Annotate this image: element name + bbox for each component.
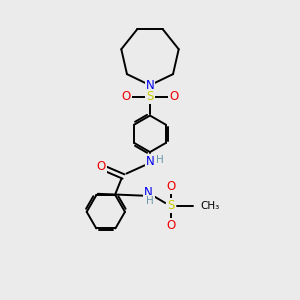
Text: CH₃: CH₃ bbox=[201, 201, 220, 211]
Text: H: H bbox=[156, 155, 164, 165]
Text: O: O bbox=[169, 91, 178, 103]
Text: O: O bbox=[97, 160, 106, 173]
Text: O: O bbox=[122, 91, 131, 103]
Text: N: N bbox=[146, 155, 154, 168]
Text: N: N bbox=[146, 79, 154, 92]
Text: S: S bbox=[146, 91, 154, 103]
Text: H: H bbox=[146, 196, 154, 206]
Text: S: S bbox=[167, 200, 174, 212]
Text: N: N bbox=[144, 186, 153, 199]
Text: O: O bbox=[166, 219, 175, 232]
Text: O: O bbox=[166, 180, 175, 193]
